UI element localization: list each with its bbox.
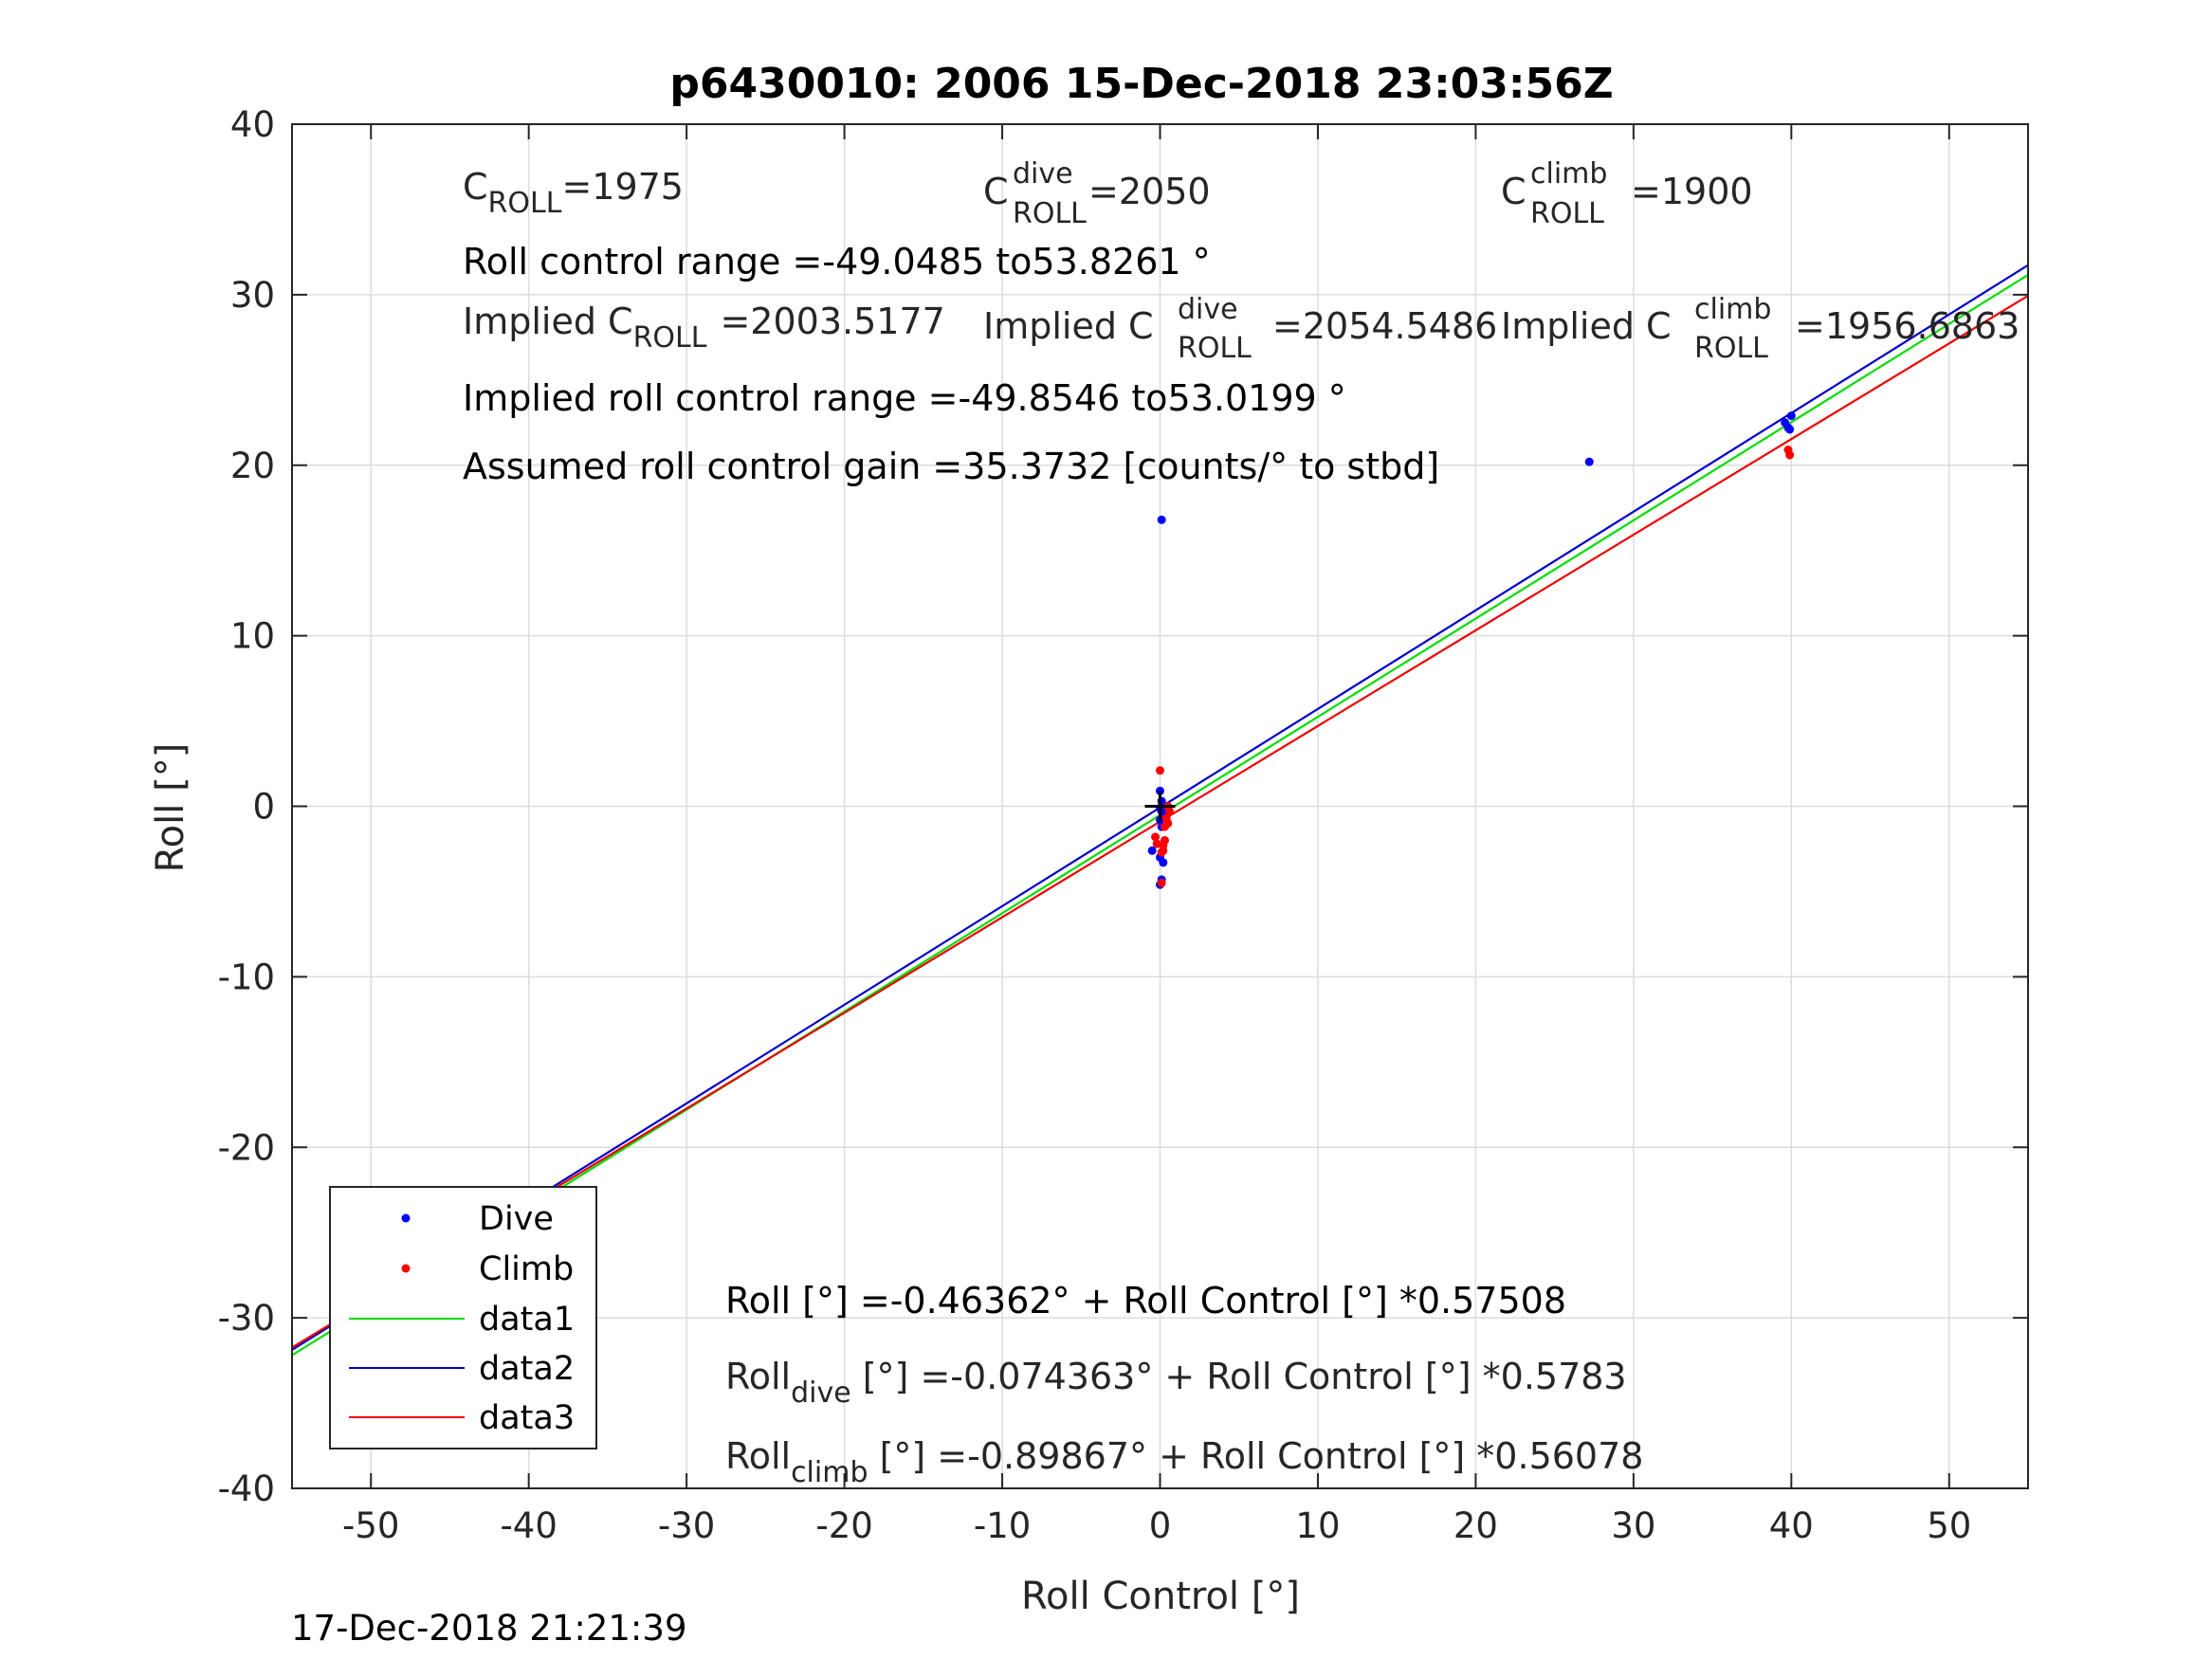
climb-point (1160, 835, 1169, 845)
y-tick-label: 30 (230, 275, 275, 316)
climb-point (1151, 832, 1161, 842)
dive-point (1584, 457, 1594, 466)
svg-text:Rollclimb [°] =-0.89867° + Rol: Rollclimb [°] =-0.89867° + Roll Control … (725, 1435, 1643, 1489)
c-roll-climb-value: =1900 (1631, 171, 1753, 212)
climb-point (1159, 846, 1168, 855)
c-roll-dive-value: =2050 (1088, 171, 1211, 212)
x-tick-label: -30 (658, 1505, 715, 1546)
implied-c-roll-climb-prefix: Implied C (1501, 305, 1672, 347)
climb-point (1157, 878, 1166, 887)
axis-ticks (292, 123, 2028, 1489)
x-tick-label: -10 (974, 1505, 1031, 1546)
x-tick-label: 10 (1295, 1505, 1340, 1546)
chart-title: p6430010: 2006 15-Dec-2018 23:03:56Z (669, 60, 1613, 108)
legend-data2-label: data2 (479, 1350, 575, 1388)
y-tick-label: -20 (218, 1127, 275, 1168)
y-tick-label: -10 (218, 957, 275, 997)
fit-equation-dive: Rolldive [°] =-0.074363° + Roll Control … (725, 1356, 1627, 1410)
y-tick-label: 0 (252, 787, 275, 828)
annotation-implied-c-roll-climb: Implied C climb ROLL =1956.6863 (1501, 293, 2020, 365)
implied-c-roll-prefix: Implied C (463, 301, 633, 342)
x-tick-label: 30 (1611, 1505, 1655, 1546)
x-axis-label: Roll Control [°] (1021, 1575, 1300, 1618)
fit-climb-rest: [°] =-0.89867° + Roll Control [°] *0.560… (868, 1435, 1644, 1477)
c-roll-climb-sup: climb (1530, 157, 1607, 191)
y-tick-label: -30 (218, 1298, 275, 1339)
implied-c-roll-value: =2003.5177 (720, 301, 944, 342)
c-roll-dive-base: C (983, 171, 1009, 212)
implied-c-roll-climb-sup: climb (1694, 293, 1771, 326)
c-roll-dive-sub: ROLL (1013, 197, 1087, 230)
implied-c-roll-dive-sub: ROLL (1178, 332, 1252, 365)
legend-climb-marker (401, 1264, 411, 1273)
x-tick-label: 40 (1769, 1505, 1814, 1546)
x-tick-label: 0 (1149, 1505, 1172, 1546)
fit-climb-base: Roll (725, 1435, 791, 1477)
dive-point (1786, 411, 1796, 421)
implied-c-roll-dive-sup: dive (1178, 293, 1238, 326)
svg-text:Rolldive [°] =-0.074363° + Rol: Rolldive [°] =-0.074363° + Roll Control … (725, 1356, 1627, 1410)
y-axis-label: Roll [°] (149, 743, 192, 873)
c-roll-dive-sup: dive (1013, 157, 1073, 191)
legend-climb-label: Climb (479, 1250, 574, 1288)
data-points (516, 411, 1796, 1226)
c-roll-base: C (463, 166, 488, 208)
dive-point (1785, 425, 1795, 434)
dive-point (1157, 515, 1166, 524)
annotation-c-roll: CROLL=1975 (463, 166, 684, 220)
fit-dive-rest: [°] =-0.074363° + Roll Control [°] *0.57… (851, 1356, 1627, 1397)
x-tick-label: 20 (1453, 1505, 1498, 1546)
implied-c-roll-climb-sub: ROLL (1694, 332, 1768, 365)
c-roll-value: =1975 (561, 166, 684, 208)
legend-dive-label: Dive (479, 1200, 554, 1238)
c-roll-sub: ROLL (488, 187, 562, 220)
x-tick-label: -50 (342, 1505, 399, 1546)
c-roll-climb-base: C (1501, 171, 1526, 212)
implied-c-roll-sub: ROLL (633, 321, 707, 355)
climb-point (1161, 813, 1171, 823)
y-tick-labels: -40 -30 -20 -10 0 10 20 30 40 (218, 104, 275, 1509)
y-tick-label: 20 (230, 446, 275, 486)
fit-dive-sub: dive (791, 1376, 851, 1410)
annotation-c-roll-climb: C climb ROLL =1900 (1501, 157, 1753, 230)
implied-c-roll-dive-prefix: Implied C (983, 305, 1154, 347)
climb-point (1783, 446, 1793, 455)
fit-equation-climb: Rollclimb [°] =-0.89867° + Roll Control … (725, 1435, 1643, 1489)
annotation-c-roll-dive: C dive ROLL =2050 (983, 157, 1211, 230)
fit-climb-sub: climb (791, 1456, 868, 1489)
legend-data3-label: data3 (479, 1399, 575, 1437)
x-tick-labels: -50 -40 -30 -20 -10 0 10 20 30 40 50 (342, 1505, 1971, 1546)
climb-point (1156, 766, 1164, 775)
timestamp: 17-Dec-2018 21:21:39 (291, 1608, 686, 1649)
fit-dive-base: Roll (725, 1356, 791, 1397)
annotation-implied-c-roll: Implied CROLL =2003.5177 (463, 301, 945, 355)
dive-point (1147, 846, 1157, 855)
legend: Dive Climb data1 data2 data3 (329, 1186, 597, 1449)
c-roll-climb-sub: ROLL (1530, 197, 1604, 230)
legend-data1-label: data1 (479, 1301, 575, 1339)
svg-text:CROLL=1975: CROLL=1975 (463, 166, 684, 220)
x-tick-label: -40 (500, 1505, 557, 1546)
x-tick-label: 50 (1927, 1505, 1971, 1546)
assumed-roll-control-gain: Assumed roll control gain =35.3732 [coun… (463, 446, 1439, 487)
y-tick-label: 10 (230, 616, 275, 657)
dive-point (1156, 786, 1164, 795)
implied-c-roll-climb-value: =1956.6863 (1795, 305, 2020, 347)
annotation-implied-c-roll-dive: Implied C dive ROLL =2054.5486 (983, 293, 1497, 365)
y-tick-label: -40 (218, 1468, 275, 1509)
svg-text:Implied CROLL=2003.5177: Implied CROLL =2003.5177 (463, 301, 945, 355)
x-tick-label: -20 (815, 1505, 872, 1546)
implied-c-roll-dive-value: =2054.5486 (1272, 305, 1497, 347)
fit-equation-all: Roll [°] =-0.46362° + Roll Control [°] *… (725, 1280, 1566, 1322)
legend-dive-marker (401, 1213, 411, 1223)
roll-control-range: Roll control range =-49.0485 to53.8261 ° (463, 241, 1211, 283)
implied-roll-control-range: Implied roll control range =-49.8546 to5… (463, 377, 1346, 419)
y-tick-label: 40 (230, 104, 275, 145)
climb-point (1160, 822, 1169, 831)
